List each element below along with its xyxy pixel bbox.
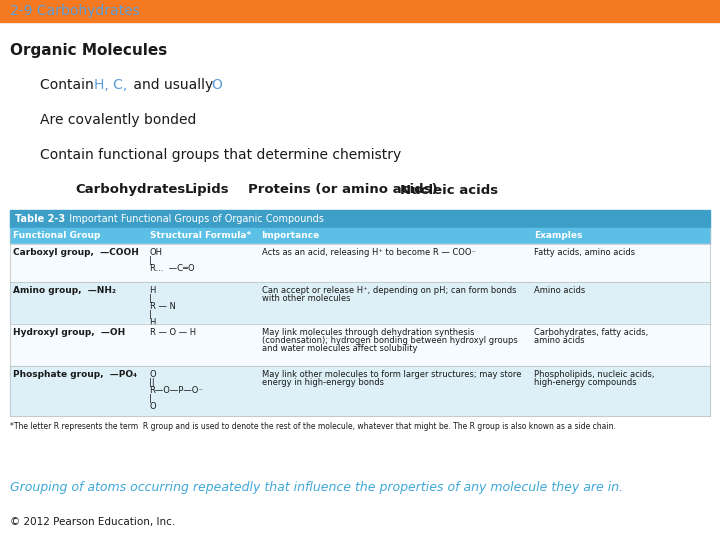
Text: Structural Formula*: Structural Formula* xyxy=(150,232,251,240)
Bar xyxy=(10,210,710,228)
Text: May link molecules through dehydration synthesis: May link molecules through dehydration s… xyxy=(261,328,474,337)
Text: Important Functional Groups of Organic Compounds: Important Functional Groups of Organic C… xyxy=(63,214,324,224)
Text: Phospholipids, nucleic acids,: Phospholipids, nucleic acids, xyxy=(534,370,655,379)
Text: Carbohydrates: Carbohydrates xyxy=(75,184,185,197)
Text: R—O—P—O⁻: R—O—P—O⁻ xyxy=(150,386,203,395)
Text: Carbohydrates, fatty acids,: Carbohydrates, fatty acids, xyxy=(534,328,649,337)
Text: H: H xyxy=(150,319,156,327)
Text: |: | xyxy=(150,256,153,265)
Text: Amino acids: Amino acids xyxy=(534,286,586,295)
Text: May link other molecules to form larger structures; may store: May link other molecules to form larger … xyxy=(261,370,521,379)
Text: R — O — H: R — O — H xyxy=(150,328,196,337)
Text: *The letter R represents the term  R group and is used to denote the rest of the: *The letter R represents the term R grou… xyxy=(10,422,616,431)
Text: |: | xyxy=(150,294,153,303)
Text: Grouping of atoms occurring repeatedly that influence the properties of any mole: Grouping of atoms occurring repeatedly t… xyxy=(10,482,623,495)
Bar xyxy=(0,0,720,22)
Text: Amino group,  —NH₂: Amino group, —NH₂ xyxy=(13,286,116,295)
Text: Hydroxyl group,  —OH: Hydroxyl group, —OH xyxy=(13,328,125,337)
Text: O: O xyxy=(150,370,156,379)
Text: Carboxyl group,  —COOH: Carboxyl group, —COOH xyxy=(13,248,139,257)
Bar xyxy=(10,324,710,366)
Text: amino acids: amino acids xyxy=(534,336,585,345)
Bar xyxy=(10,366,710,416)
Text: R — N: R — N xyxy=(150,302,176,311)
Text: Can accept or release H⁺, depending on pH; can form bonds: Can accept or release H⁺, depending on p… xyxy=(261,286,516,295)
Text: Table 2-3: Table 2-3 xyxy=(15,214,65,224)
Text: Examples: Examples xyxy=(534,232,583,240)
Text: Contain: Contain xyxy=(40,78,98,92)
Text: Organic Molecules: Organic Molecules xyxy=(10,43,167,57)
Text: Importance: Importance xyxy=(261,232,320,240)
Text: |: | xyxy=(150,310,153,319)
Text: energy in high-energy bonds: energy in high-energy bonds xyxy=(261,378,384,387)
Bar xyxy=(10,228,710,244)
Text: Acts as an acid, releasing H⁺ to become R — COO⁻: Acts as an acid, releasing H⁺ to become … xyxy=(261,248,475,257)
Text: H, C,: H, C, xyxy=(94,78,127,92)
Text: R...  —C═O: R... —C═O xyxy=(150,264,194,273)
Text: H: H xyxy=(150,286,156,295)
Text: ||: || xyxy=(150,378,156,387)
Text: with other molecules: with other molecules xyxy=(261,294,350,303)
Text: and water molecules affect solubility: and water molecules affect solubility xyxy=(261,344,417,353)
Text: (condensation); hydrogen bonding between hydroxyl groups: (condensation); hydrogen bonding between… xyxy=(261,336,517,345)
Text: OH: OH xyxy=(150,248,163,257)
Text: high-energy compounds: high-energy compounds xyxy=(534,378,637,387)
Text: O: O xyxy=(211,78,222,92)
Text: Contain functional groups that determine chemistry: Contain functional groups that determine… xyxy=(40,148,401,162)
Text: Functional Group: Functional Group xyxy=(13,232,100,240)
Text: Lipids: Lipids xyxy=(185,184,230,197)
Text: |: | xyxy=(150,394,153,403)
Text: Phosphate group,  —PO₄: Phosphate group, —PO₄ xyxy=(13,370,137,379)
Text: and usually: and usually xyxy=(129,78,217,92)
Text: 2-9 Carbohydrates: 2-9 Carbohydrates xyxy=(10,4,140,18)
Text: Nucleic acids: Nucleic acids xyxy=(400,184,498,197)
Text: Proteins (or amino acids): Proteins (or amino acids) xyxy=(248,184,438,197)
Bar xyxy=(10,244,710,282)
Text: O: O xyxy=(150,402,156,411)
Text: Are covalently bonded: Are covalently bonded xyxy=(40,113,197,127)
Bar xyxy=(10,282,710,324)
Text: © 2012 Pearson Education, Inc.: © 2012 Pearson Education, Inc. xyxy=(10,517,175,527)
Text: Fatty acids, amino acids: Fatty acids, amino acids xyxy=(534,248,636,257)
